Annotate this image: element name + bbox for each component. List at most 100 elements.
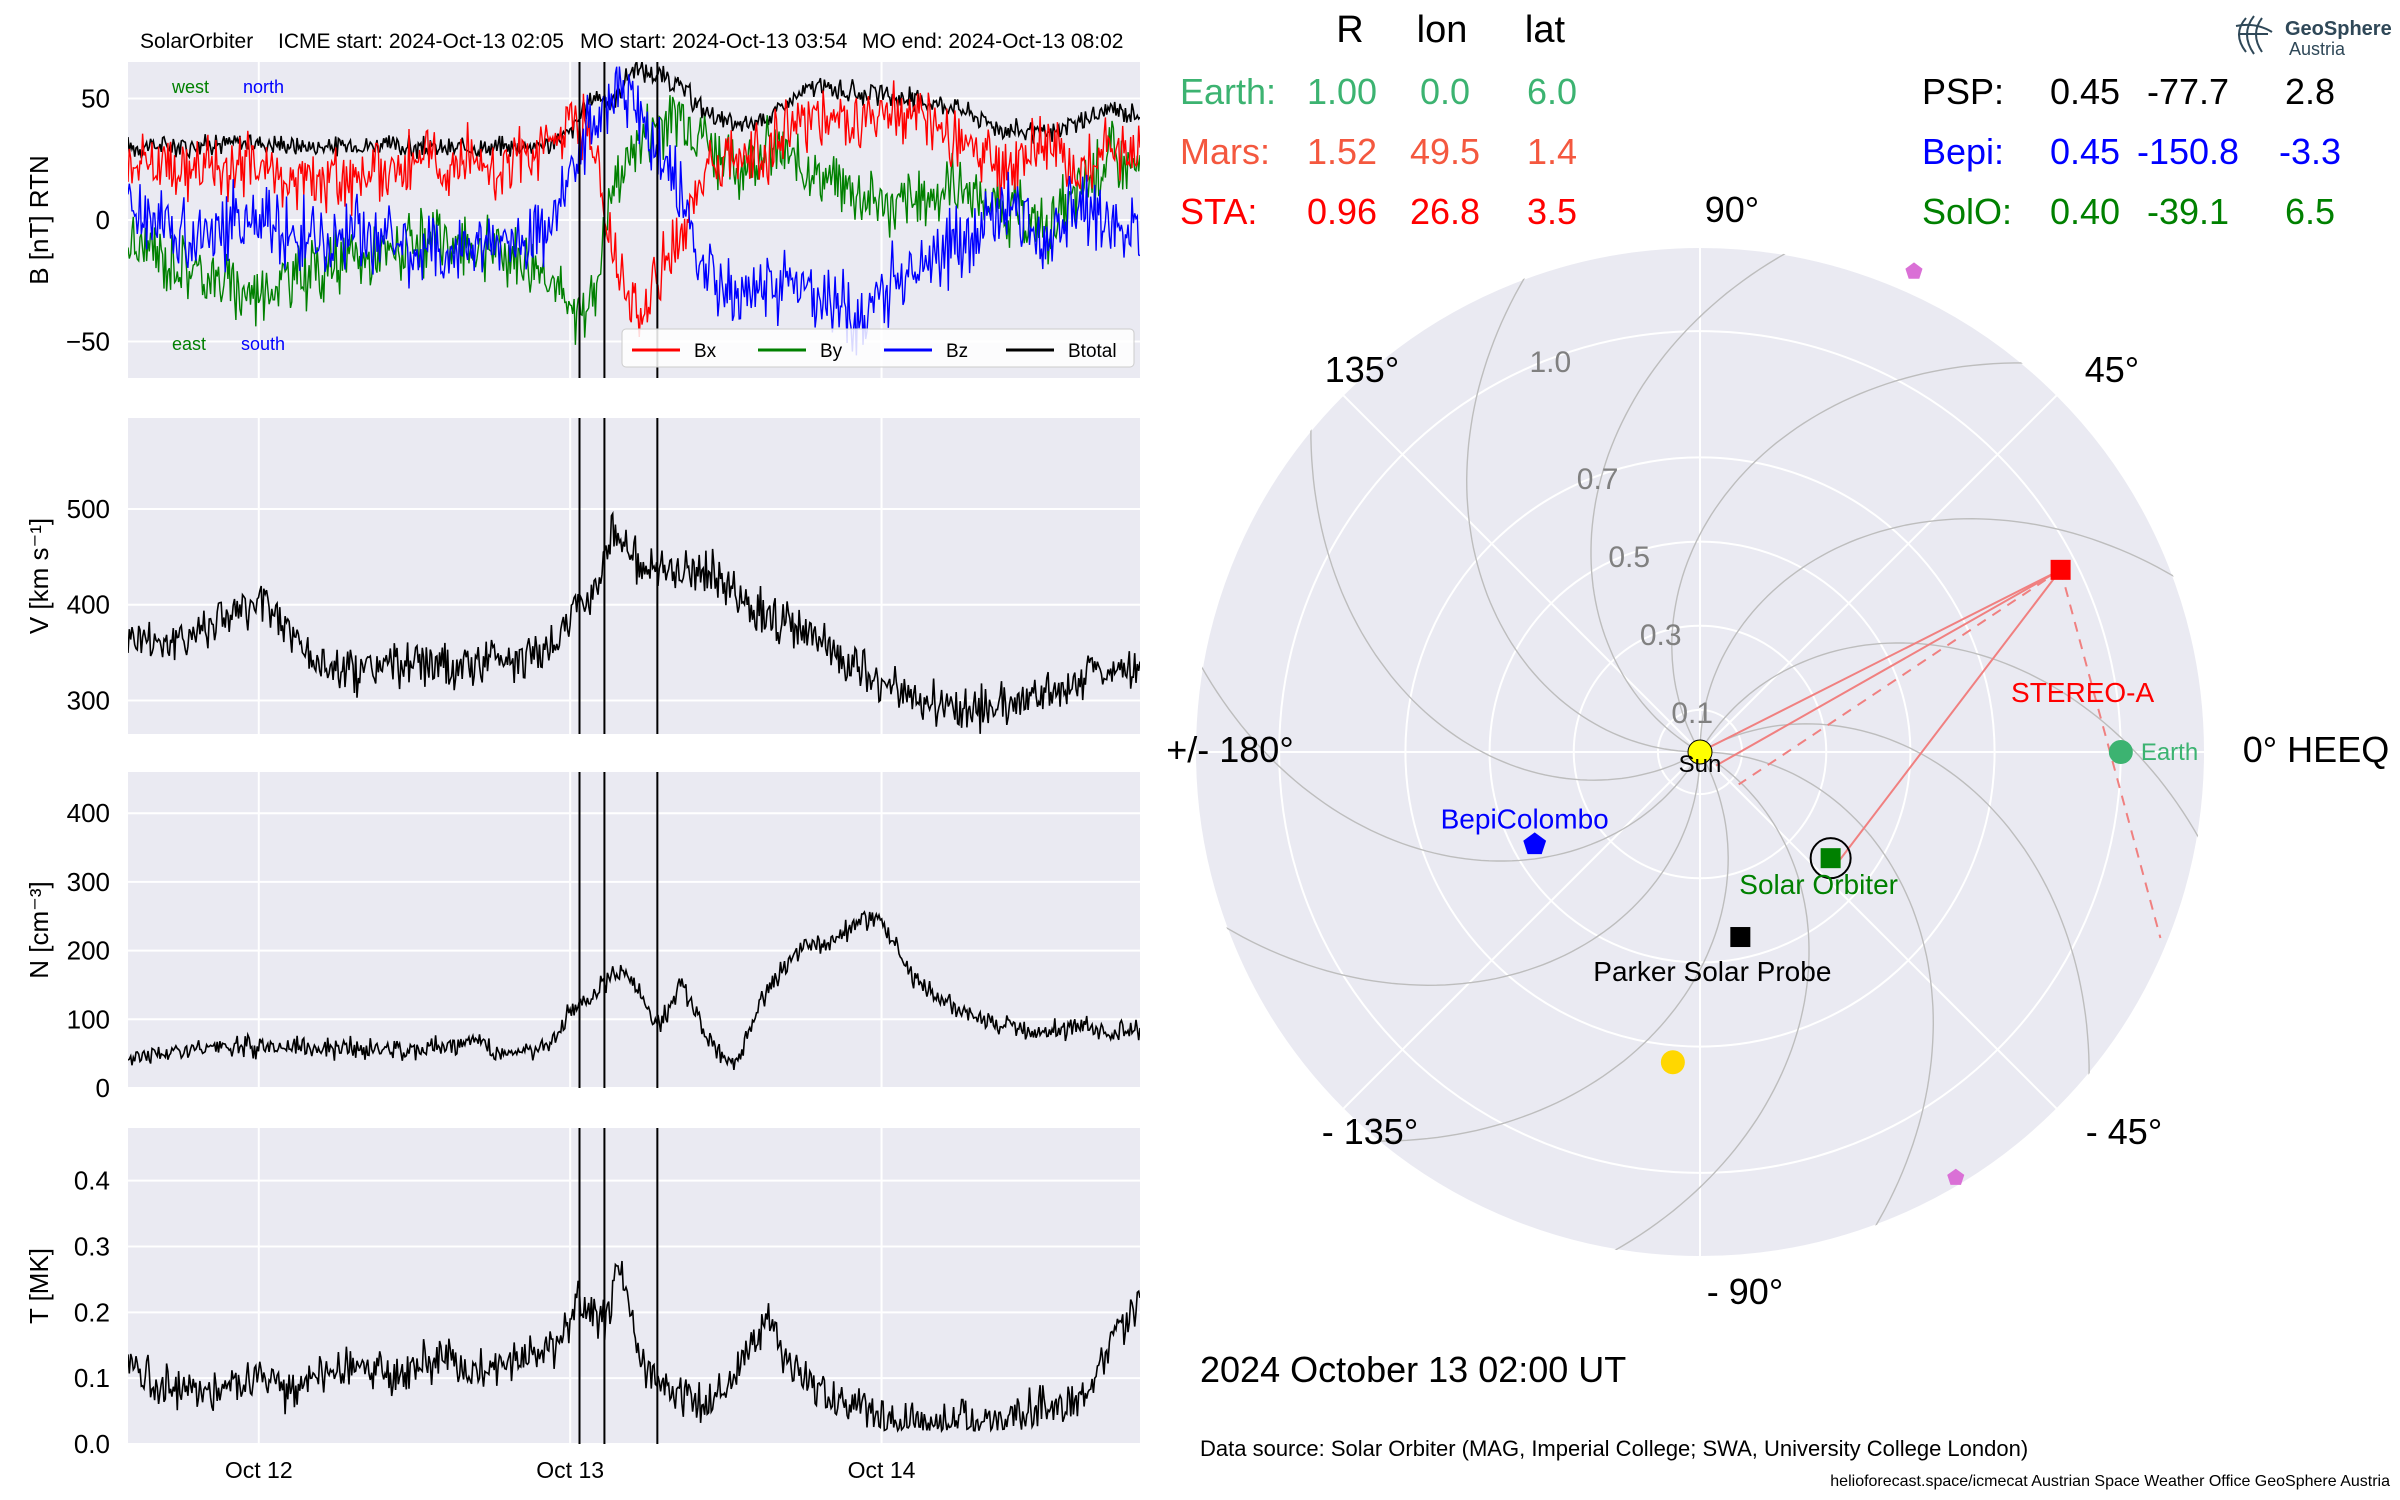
table-header-lat: lat bbox=[1525, 9, 1566, 51]
table-header-r: R bbox=[1336, 9, 1363, 51]
angle-label: - 45° bbox=[2086, 1111, 2162, 1152]
radial-tick-label: 0.5 bbox=[1608, 541, 1650, 574]
y-tick-label: −50 bbox=[66, 327, 110, 357]
angle-label: 0° HEEQ bbox=[2243, 729, 2389, 770]
y-tick-label: 0.4 bbox=[74, 1166, 110, 1196]
parker-spiral-line bbox=[1310, 759, 1729, 1142]
y-tick-label: 0 bbox=[96, 1073, 110, 1103]
connection-line bbox=[1699, 568, 2062, 753]
timestamp: 2024 October 13 02:00 UT bbox=[1200, 1349, 1626, 1390]
logo-line1: GeoSphere bbox=[2285, 18, 2392, 40]
marker-stereo-a bbox=[2050, 559, 2071, 580]
south-annotation: south bbox=[241, 334, 285, 354]
angular-gridline bbox=[1342, 394, 1701, 753]
angular-gridline bbox=[1699, 751, 2058, 1110]
y-axis-label: B [nT] RTN bbox=[24, 155, 54, 285]
credits: helioforecast.space/icmecat Austrian Spa… bbox=[1830, 1473, 2390, 1490]
radial-tick-label: 0.1 bbox=[1671, 697, 1713, 730]
marker-sun bbox=[1687, 739, 1713, 765]
plot-area bbox=[128, 1128, 1140, 1444]
parker-spiral-line bbox=[1707, 723, 2090, 1142]
table-name-bepi: Bepi: bbox=[1922, 131, 2004, 172]
table-r-value: 1.00 bbox=[1307, 71, 1377, 112]
parker-spiral-line bbox=[1703, 642, 2205, 898]
angle-label: +/- 180° bbox=[1166, 729, 1293, 770]
table-lon-value: -39.1 bbox=[2147, 191, 2229, 232]
y-tick-label: 0.2 bbox=[74, 1297, 110, 1327]
angle-label: 45° bbox=[2085, 349, 2139, 390]
density-panel: 400 300 200 100 0 N [cm⁻³] bbox=[24, 772, 1140, 1103]
legend-label-btotal: Btotal bbox=[1068, 341, 1117, 362]
y-tick-label: 0.0 bbox=[74, 1429, 110, 1459]
b-legend: Bx By Bz Btotal bbox=[621, 328, 1135, 368]
parker-spiral-line bbox=[1708, 751, 1935, 1257]
series-line-bx bbox=[128, 80, 1140, 338]
stereo-a-connections bbox=[1699, 568, 2162, 939]
parker-spiral-line bbox=[1195, 606, 1697, 862]
x-tick-label: Oct 13 bbox=[536, 1457, 604, 1483]
table-r-value: 0.40 bbox=[2050, 191, 2120, 232]
legend-label-by: By bbox=[820, 341, 843, 362]
label-bepicolombo: BepiColombo bbox=[1441, 803, 1609, 834]
marker-bepicolombo bbox=[1523, 832, 1547, 855]
spacecraft-title: SolarOrbiter bbox=[140, 30, 253, 53]
y-tick-label: 400 bbox=[67, 590, 110, 620]
label-parker-solar-probe: Parker Solar Probe bbox=[1593, 956, 1831, 987]
label-stereo-a: STEREO-A bbox=[2011, 677, 2154, 708]
connection-line bbox=[1715, 568, 2062, 767]
table-lat-value: 2.8 bbox=[2285, 71, 2335, 112]
east-annotation: east bbox=[172, 334, 206, 354]
y-tick-label: 400 bbox=[67, 798, 110, 828]
table-lon-value: 49.5 bbox=[1410, 131, 1480, 172]
y-tick-label: 300 bbox=[67, 867, 110, 897]
geosphere-emblem-icon bbox=[2235, 15, 2273, 55]
table-name-earth: Earth: bbox=[1180, 71, 1276, 112]
angle-label: 90° bbox=[1705, 189, 1759, 230]
icme-start-label: ICME start: 2024-Oct-13 02:05 bbox=[278, 30, 564, 53]
table-r-value: 0.45 bbox=[2050, 131, 2120, 172]
label-sun: Sun bbox=[1679, 751, 1722, 778]
series-line-t bbox=[128, 1260, 1140, 1434]
y-axis-label: T [MK] bbox=[24, 1248, 54, 1324]
parker-spiral-line bbox=[1195, 760, 1701, 987]
table-name-solo: SolO: bbox=[1922, 191, 2012, 232]
position-table: Earth: 1.00 0.0 6.0 Mars: 1.52 49.5 1.4 STA: 0.96… bbox=[1180, 71, 2341, 232]
plot-area bbox=[128, 772, 1140, 1088]
marker-violet-object-north bbox=[1905, 262, 1923, 279]
mo-end-label: MO end: 2024-Oct-13 08:02 bbox=[862, 30, 1124, 53]
y-tick-label: 200 bbox=[67, 936, 110, 966]
marker-parker-solar-probe bbox=[1730, 927, 1751, 948]
parker-spiral-line bbox=[1590, 247, 1846, 749]
series-line-btotal bbox=[128, 62, 1140, 160]
series-line-by bbox=[128, 95, 1140, 345]
table-lat-value: -3.3 bbox=[2279, 131, 2341, 172]
connection-line bbox=[2059, 569, 2162, 939]
label-earth: Earth bbox=[2141, 739, 2198, 766]
legend-label-bz: Bz bbox=[946, 341, 968, 362]
marker-violet-object-south bbox=[1947, 1168, 1965, 1185]
legend-label-bx: Bx bbox=[694, 341, 717, 362]
mo-start-label: MO start: 2024-Oct-13 03:54 bbox=[580, 30, 848, 53]
table-header-lon: lon bbox=[1417, 9, 1468, 51]
angle-label: 135° bbox=[1325, 349, 1399, 390]
solar-orbiter-ring bbox=[1809, 837, 1852, 880]
parker-spirals bbox=[1195, 247, 2205, 1257]
table-lon-value: 26.8 bbox=[1410, 191, 1480, 232]
table-lat-value: 6.5 bbox=[2285, 191, 2335, 232]
angular-gridline bbox=[1699, 394, 2058, 753]
logo-line2: Austria bbox=[2289, 39, 2346, 59]
x-tick-label: Oct 12 bbox=[225, 1457, 293, 1483]
geosphere-logo: GeoSphere Austria bbox=[2235, 15, 2392, 59]
angle-label: - 135° bbox=[1322, 1111, 1418, 1152]
north-annotation: north bbox=[243, 77, 284, 97]
y-tick-label: 0.1 bbox=[74, 1363, 110, 1393]
y-axis-label: V [km s⁻¹] bbox=[24, 518, 54, 634]
table-name-sta: STA: bbox=[1180, 191, 1257, 232]
parker-spiral-line bbox=[1310, 362, 1693, 781]
marker-gold-object bbox=[1660, 1050, 1685, 1075]
y-tick-label: 50 bbox=[81, 83, 110, 113]
parker-spiral-line bbox=[1465, 247, 1692, 753]
radial-tick-label: 1.0 bbox=[1529, 346, 1571, 379]
table-r-value: 0.96 bbox=[1307, 191, 1377, 232]
table-r-value: 1.52 bbox=[1307, 131, 1377, 172]
